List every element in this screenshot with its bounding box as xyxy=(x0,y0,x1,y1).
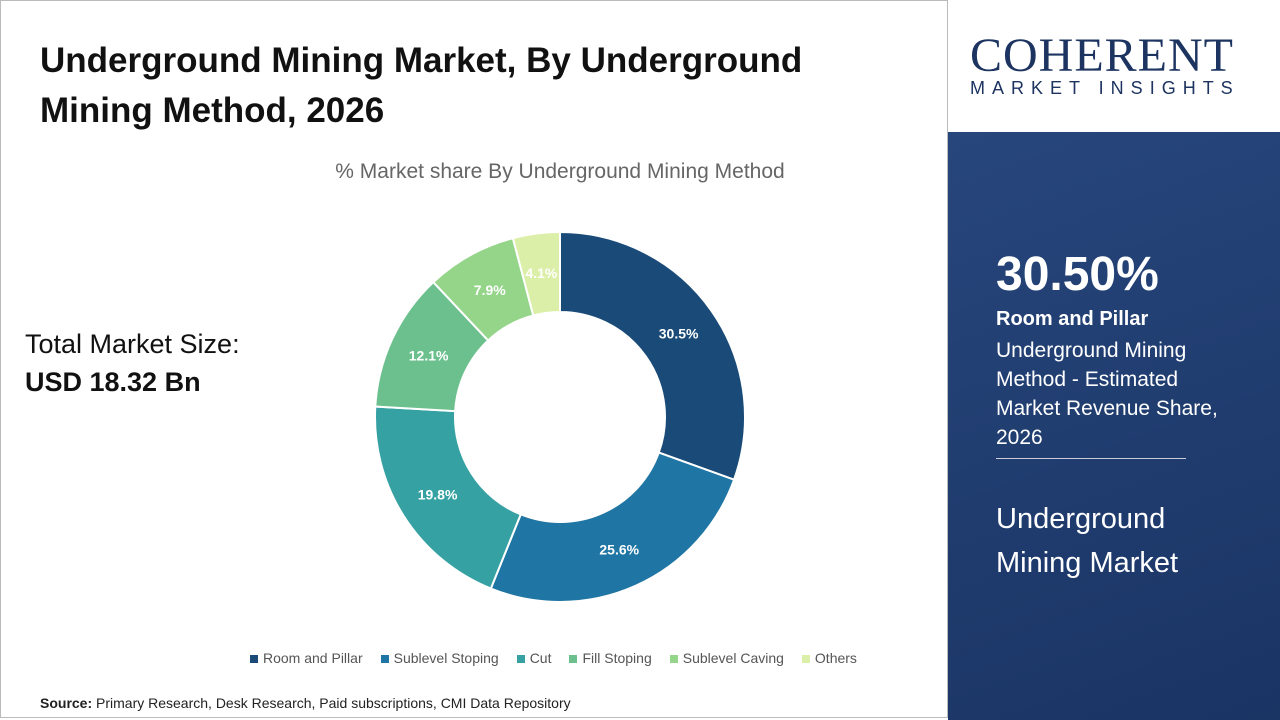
highlight-panel: 30.50% Room and Pillar Underground Minin… xyxy=(948,132,1280,720)
legend-swatch xyxy=(801,655,810,663)
total-label: Total Market Size: xyxy=(25,329,240,359)
legend-label: Room and Pillar xyxy=(263,650,363,666)
legend-item: Sublevel Stoping xyxy=(380,650,499,666)
donut-chart: 30.5% 25.6% 19.8% 12.1% 7.9% 4.1% xyxy=(374,230,746,603)
donut-slice xyxy=(559,230,746,481)
legend-label: Others xyxy=(814,650,857,666)
data-label: 25.6% xyxy=(599,541,639,557)
highlight-percent: 30.50% xyxy=(996,248,1159,301)
legend-swatch xyxy=(250,655,258,663)
data-label: 4.1% xyxy=(525,265,557,281)
total-market-size: Total Market Size: USD 18.32 Bn xyxy=(25,325,240,401)
legend-swatch xyxy=(380,655,389,663)
legend-swatch xyxy=(669,655,678,663)
market-name: Underground Mining Market xyxy=(996,503,1179,579)
total-value: USD 18.32 Bn xyxy=(25,367,201,397)
legend-item: Others xyxy=(801,650,857,666)
highlight-description: Underground Mining Method - Estimated Ma… xyxy=(996,339,1218,449)
legend-item: Cut xyxy=(516,650,552,666)
chart-frame xyxy=(0,0,948,718)
chart-title: % Market share By Underground Mining Met… xyxy=(335,160,785,183)
legend-label: Sublevel Caving xyxy=(682,650,784,666)
source-label: Source: xyxy=(40,695,93,711)
data-label: 7.9% xyxy=(474,282,506,298)
legend-label: Fill Stoping xyxy=(582,650,652,666)
legend-item: Room and Pillar xyxy=(250,650,363,666)
logo: COHERENT MARKET INSIGHTS xyxy=(948,0,1280,132)
legend-label: Sublevel Stoping xyxy=(393,650,499,666)
logo-wordmark: COHERENT xyxy=(970,29,1234,82)
divider xyxy=(996,458,1186,459)
legend: Room and Pillar Sublevel Stoping Cut Fill S… xyxy=(250,650,857,666)
page-title: Underground Mining Market, By Undergroun… xyxy=(40,41,803,130)
donut-slice xyxy=(374,405,523,590)
legend-item: Fill Stoping xyxy=(569,650,652,666)
legend-swatch xyxy=(569,655,578,663)
legend-item: Sublevel Caving xyxy=(669,650,784,666)
highlight-segment: Room and Pillar xyxy=(996,308,1149,330)
data-label: 12.1% xyxy=(409,348,449,364)
source-text: Primary Research, Desk Research, Paid su… xyxy=(96,695,571,711)
source: Source: Primary Research, Desk Research,… xyxy=(40,695,571,711)
donut-slice xyxy=(511,230,561,317)
data-label: 30.5% xyxy=(659,326,699,342)
legend-label: Cut xyxy=(529,650,552,666)
logo-tagline: MARKET INSIGHTS xyxy=(970,78,1240,98)
legend-swatch xyxy=(516,655,525,663)
donut-slice xyxy=(489,451,736,603)
data-label: 19.8% xyxy=(418,487,458,503)
